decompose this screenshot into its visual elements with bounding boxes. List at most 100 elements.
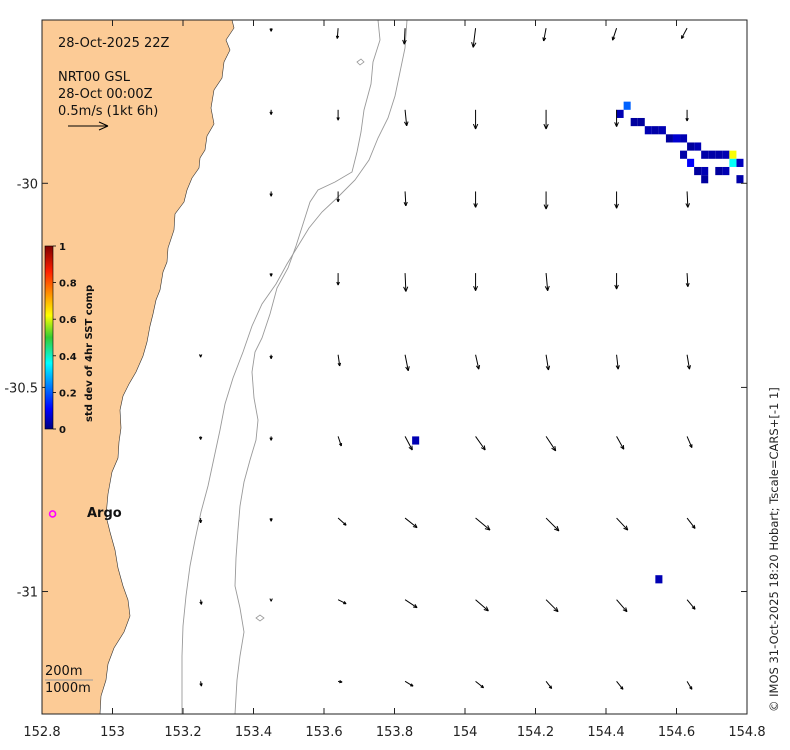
current-vector [198,354,203,358]
sst-cell [722,166,730,176]
current-vector [404,109,409,127]
sst-std-dev-layer [412,101,744,584]
sst-cell [651,126,659,135]
x-tick-label: 153.2 [164,725,201,740]
depth-legend-200m: 200m [45,664,82,679]
current-vector [616,517,629,531]
current-vector [336,191,340,203]
colorbar-title: std dev of 4hr SST comp [84,285,95,422]
scale-label: 0.5m/s (1kt 6h) [58,104,158,119]
colorbar-gradient [44,245,54,430]
current-vector [404,599,418,609]
scale-arrow [68,121,109,131]
current-vector [475,436,486,451]
current-vector [753,518,755,522]
sst-cell [729,158,737,167]
current-vector [753,436,755,442]
current-vector [336,273,340,286]
current-vector [686,681,693,690]
current-vector [404,354,410,372]
current-vector [475,354,481,370]
current-vector [616,681,624,690]
sst-cell [694,166,702,176]
current-vector [545,599,559,613]
sst-cell [680,134,688,143]
colorbar-tick-label: 0.6 [59,315,77,326]
x-tick-label: 153 [100,725,125,740]
current-vector [750,191,754,201]
current-vector [404,680,414,687]
x-tick-label: 153.8 [376,725,413,740]
seamount-contour-south [255,614,265,622]
current-vector [475,517,491,531]
current-vector [475,680,485,689]
sst-cell [623,101,631,110]
current-vector [403,191,408,207]
argo-label: Argo [87,506,122,521]
current-vector [614,191,619,209]
map-datetime: 28-Oct-2025 22Z [58,36,170,51]
current-vector [686,436,693,448]
current-vector [472,109,479,130]
x-tick-label: 154.4 [587,725,624,740]
current-vector [199,681,203,687]
current-vector [543,191,549,210]
current-vector [338,679,343,684]
sst-cell [665,134,673,143]
current-vector [543,109,549,130]
argo-float-marker [48,510,57,518]
sst-cell [694,142,702,151]
current-vector [545,681,553,689]
current-vector [685,109,689,122]
current-vector [614,109,619,127]
colorbar-tick-label: 0.4 [59,352,77,363]
isobath-200m [234,20,381,714]
sst-cell [736,175,744,184]
x-tick-label: 152.8 [23,725,60,740]
sst-cell [687,158,695,167]
current-vector [269,518,273,522]
x-tick-label: 154.2 [517,725,554,740]
current-vector [545,354,551,371]
product-label: NRT00 GSL [58,70,131,85]
isobath-1000m [181,20,408,714]
current-vector [404,517,418,529]
current-vector [471,28,477,48]
current-vector [685,191,690,208]
current-vector [337,354,342,367]
sst-cell [708,150,716,159]
current-vector [545,517,560,532]
sst-cell [715,150,723,159]
sst-cell [736,158,744,167]
x-tick-label: 154.8 [728,725,765,740]
current-vector [403,273,409,292]
current-vector [753,273,755,283]
current-vector [199,599,203,605]
colorbar-tick-label: 0.8 [59,279,77,290]
current-vector [753,680,755,683]
current-vector [336,109,340,121]
y-tick-label: -31 [17,586,38,601]
current-vector [616,599,628,613]
current-vector [269,273,273,277]
current-vector [544,273,550,291]
current-vector [685,273,690,287]
current-vector [269,109,273,115]
sst-cell [644,126,652,135]
y-tick-label: -30.5 [4,381,38,396]
colorbar: 0 0.2 0.4 0.6 0.8 1 std dev of 4hr SST comp [44,242,95,436]
sst-cell [701,166,709,176]
current-vector [753,600,755,604]
x-tick-label: 154.6 [658,725,695,740]
sst-cell [616,109,624,118]
current-vector [402,28,407,45]
current-vector [269,28,273,32]
y-axis: -30 -30.5 -31 [4,177,747,601]
credit-text: © IMOS 31-Oct-2025 18:20 Hobart; Tscale=… [767,387,781,712]
sst-cell [701,150,709,159]
current-vector [473,191,478,208]
current-vector [337,517,347,526]
current-vector [614,273,619,290]
current-vector [545,436,557,452]
land-mass [42,20,235,714]
